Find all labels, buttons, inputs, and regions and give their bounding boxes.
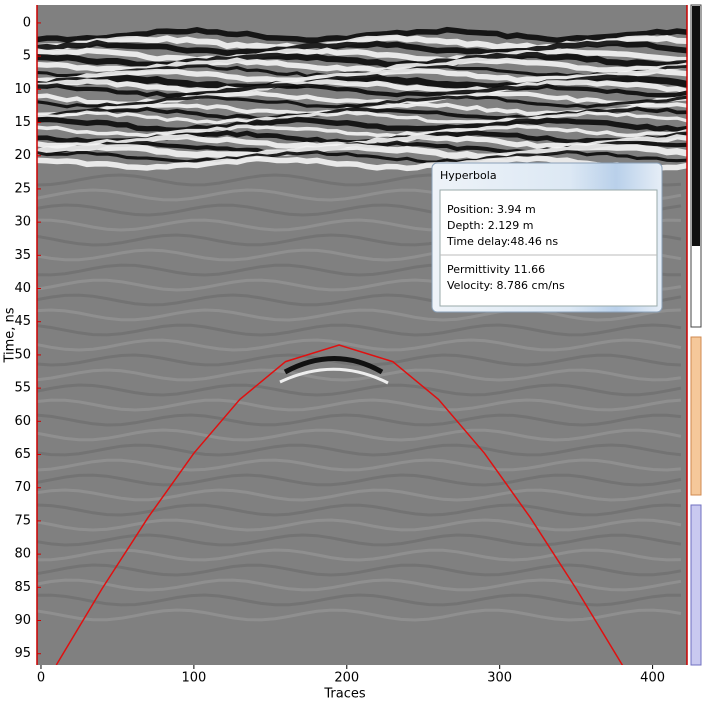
x-axis-label: Traces — [323, 687, 365, 702]
hyperbola-curve — [55, 344, 624, 665]
texture-band — [37, 83, 687, 98]
color-bar-fill — [692, 6, 700, 246]
texture-band — [37, 368, 682, 382]
texture-band — [37, 26, 687, 43]
texture-band — [37, 123, 687, 138]
texture-band — [37, 110, 687, 125]
texture-band — [37, 95, 687, 109]
texture-band — [37, 488, 682, 502]
y-tick-label: 15 — [14, 115, 31, 130]
texture-band — [37, 143, 687, 161]
y-tick-label: 80 — [14, 547, 31, 562]
y-tick-label: 90 — [14, 613, 31, 628]
reflection-arc — [279, 367, 389, 385]
y-tick-label: 95 — [14, 646, 31, 661]
gain-bar — [690, 336, 702, 496]
texture-band — [37, 39, 687, 56]
texture-band — [37, 533, 682, 547]
reflection-arc — [283, 356, 384, 375]
texture-band — [37, 503, 682, 517]
texture-band — [37, 51, 687, 69]
y-axis-label: Time, ns — [3, 307, 18, 363]
y-tick-label: 60 — [14, 414, 31, 429]
texture-band — [37, 116, 687, 133]
y-tick-label: 25 — [14, 181, 31, 196]
texture-band — [37, 150, 687, 164]
panel-body — [439, 189, 658, 307]
x-tick-label: 400 — [640, 671, 665, 686]
texture-band — [37, 398, 682, 412]
x-tick-label: 0 — [37, 671, 45, 686]
texture-band — [37, 593, 681, 607]
x-tick-label: 300 — [487, 671, 512, 686]
texture-band — [37, 413, 682, 427]
y-tick-label: 50 — [14, 347, 31, 362]
y-tick-label: 5 — [23, 49, 31, 64]
texture-band — [37, 323, 682, 337]
texture-band — [37, 353, 682, 367]
texture-band — [37, 383, 682, 397]
panel-row: Depth: 2.129 m — [447, 219, 533, 232]
y-tick-label: 10 — [14, 82, 31, 97]
texture-band — [37, 548, 682, 562]
texture-band — [37, 458, 682, 472]
panel-row: Time delay:48.46 ns — [446, 235, 558, 248]
texture-band — [37, 338, 682, 352]
texture-band — [37, 428, 682, 442]
y-tick-label: 65 — [14, 447, 31, 462]
texture-band — [37, 68, 687, 84]
y-tick-label: 20 — [14, 148, 31, 163]
texture-band — [37, 47, 687, 64]
y-tick-label: 45 — [14, 314, 31, 329]
panel-title: Hyperbola — [440, 169, 497, 182]
y-tick-label: 35 — [14, 248, 31, 263]
hyperbola-panel: Hyperbola Position: 3.94 m Depth: 2.129 … — [431, 162, 663, 313]
y-tick-label: 85 — [14, 580, 31, 595]
texture-band — [37, 443, 682, 457]
panel-row: Velocity: 8.786 cm/ns — [447, 279, 565, 292]
texture-band — [37, 78, 687, 94]
y-tick-label: 0 — [23, 15, 31, 30]
y-tick-label: 70 — [14, 480, 31, 495]
texture-band — [37, 308, 682, 322]
y-tick-label: 40 — [14, 281, 31, 296]
x-tick-label: 200 — [334, 671, 359, 686]
panel-row: Position: 3.94 m — [447, 203, 536, 216]
y-tick-label: 55 — [14, 381, 31, 396]
y-tick-label: 75 — [14, 513, 31, 528]
texture-band — [37, 90, 687, 106]
texture-band — [37, 563, 682, 577]
plot-area — [37, 5, 687, 665]
y-tick-label: 30 — [14, 215, 31, 230]
x-tick-label: 100 — [181, 671, 206, 686]
panel-row: Permittivity 11.66 — [447, 263, 545, 276]
filter-bar — [690, 504, 702, 666]
texture-band — [37, 608, 682, 622]
texture-band — [37, 473, 682, 487]
